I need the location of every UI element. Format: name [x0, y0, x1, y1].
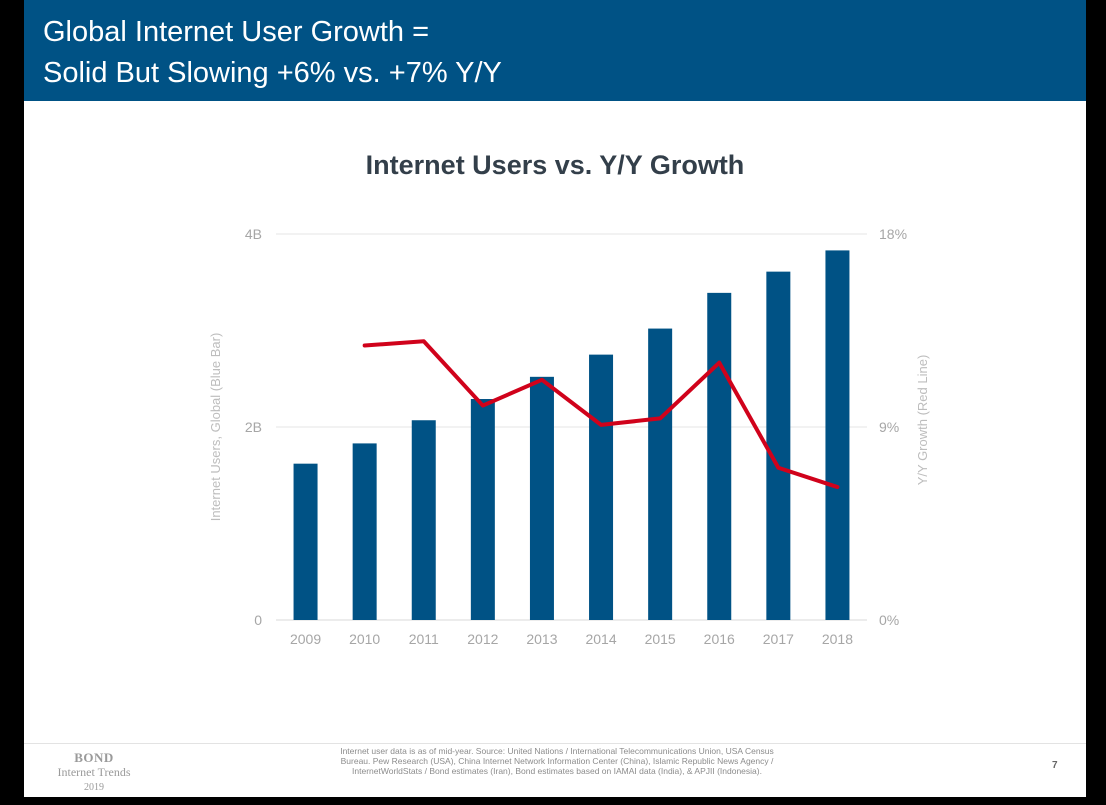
bar-2013 — [529, 376, 554, 620]
x-tick-2015: 2015 — [645, 631, 676, 647]
x-tick-2010: 2010 — [349, 631, 380, 647]
chart: 0 2B 4B 0% 9% 18% 2009 2010 2011 2012 2013 2014 2015… — [208, 226, 930, 647]
x-tick-2016: 2016 — [704, 631, 735, 647]
bar-2012 — [470, 399, 495, 620]
x-tick-2009: 2009 — [290, 631, 321, 647]
brand-subtitle: Internet Trends — [57, 765, 131, 779]
bar-2018 — [825, 250, 850, 620]
tick-labels: 0 2B 4B 0% 9% 18% 2009 2010 2011 2012 2013 2014 2015… — [245, 226, 907, 647]
y-left-tick: 0 — [254, 612, 262, 628]
y-right-tick: 18% — [879, 226, 907, 242]
y-left-axis-title: Internet Users, Global (Blue Bar) — [208, 333, 223, 522]
line-series — [362, 339, 840, 490]
bar-2016 — [707, 292, 732, 620]
y-left-tick: 4B — [245, 226, 262, 242]
slide: Global Internet User Growth = Solid But … — [24, 0, 1086, 797]
bar-2014 — [589, 354, 614, 620]
brand-year: 2019 — [84, 782, 104, 793]
y-left-tick: 2B — [245, 419, 262, 435]
bond-logo: BOND Internet Trends 2019 — [44, 750, 144, 795]
brand-name: BOND — [74, 750, 114, 765]
y-right-tick: 0% — [879, 612, 899, 628]
x-tick-2014: 2014 — [585, 631, 616, 647]
page-number: 7 — [1052, 760, 1058, 771]
x-tick-2011: 2011 — [409, 631, 439, 647]
source-line-1: Internet user data is as of mid-year. So… — [340, 746, 774, 756]
bar-2011 — [411, 420, 436, 620]
source-note: Internet user data is as of mid-year. So… — [282, 746, 832, 776]
bar-2009 — [293, 463, 318, 620]
bar-2010 — [352, 443, 377, 620]
source-line-3: InternetWorldStats / Bond estimates (Ira… — [352, 766, 762, 776]
y-right-axis-title: Y/Y Growth (Red Line) — [915, 355, 930, 486]
source-line-2: Bureau. Pew Research (USA), China Intern… — [340, 756, 774, 766]
bar-2015 — [648, 328, 673, 620]
x-tick-2017: 2017 — [763, 631, 794, 647]
axis-titles: Internet Users, Global (Blue Bar) Y/Y Gro… — [208, 333, 930, 522]
footer-divider — [24, 743, 1086, 744]
header-banner: Global Internet User Growth = Solid But … — [24, 0, 1086, 101]
x-tick-2013: 2013 — [526, 631, 557, 647]
bar-2017 — [766, 271, 791, 620]
y-right-tick: 9% — [879, 419, 899, 435]
x-tick-2018: 2018 — [822, 631, 853, 647]
header-title-line-1: Global Internet User Growth = — [43, 16, 430, 48]
x-tick-2012: 2012 — [467, 631, 498, 647]
chart-title: Internet Users vs. Y/Y Growth — [365, 150, 745, 180]
header-title-line-2: Solid But Slowing +6% vs. +7% Y/Y — [43, 57, 502, 89]
bar-series — [293, 250, 850, 620]
